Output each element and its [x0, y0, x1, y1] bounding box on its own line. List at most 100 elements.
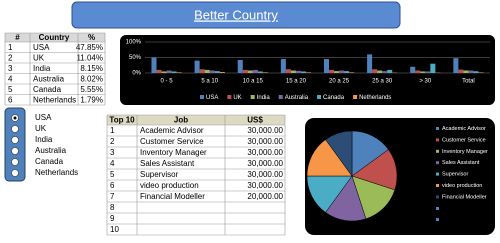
legend-label: Australia [285, 95, 309, 101]
bar [420, 71, 426, 73]
table-cell: 8.02% [80, 74, 103, 83]
radio-panel [4, 107, 26, 182]
table-cell: 4 [110, 159, 115, 168]
radio-button[interactable] [11, 169, 19, 177]
legend-marker [200, 95, 204, 99]
table-cell: 2 [110, 137, 115, 146]
legend-label: Supervisor [442, 172, 468, 178]
table-cell: 47.85% [76, 43, 103, 52]
title-banner [71, 1, 401, 29]
bar [247, 70, 253, 73]
table-cell: Customer Service [140, 137, 204, 146]
x-tick-label: 10 a 15 [243, 79, 264, 85]
radio-button[interactable] [11, 125, 19, 133]
table-cell: 6 [110, 181, 115, 190]
bar [194, 60, 200, 73]
table-cell: 20,000.00 [247, 192, 283, 201]
legend-label: Netherlands [359, 95, 391, 101]
x-tick-label: > 30 [419, 79, 432, 85]
table-cell: India [33, 64, 51, 73]
table-cell: 30,000.00 [247, 181, 283, 190]
radio-button[interactable] [11, 147, 19, 155]
legend-label: Sales Assistant [442, 160, 480, 166]
legend-label: video production [442, 183, 482, 189]
legend-marker [436, 138, 439, 142]
x-tick-label: 20 a 25 [329, 79, 350, 85]
table-cell: Netherlands [33, 95, 76, 104]
radio-button[interactable] [11, 136, 19, 144]
table-cell: Academic Advisor [140, 126, 204, 135]
bar [323, 59, 329, 73]
legend-marker [317, 95, 322, 99]
x-tick-label: 5 a 10 [201, 79, 218, 85]
bar [237, 59, 243, 73]
table-cell: 30,000.00 [247, 148, 283, 157]
legend-marker [436, 127, 439, 130]
legend-marker [436, 149, 439, 153]
table-cell: Inventory Manager [140, 148, 207, 157]
bar [219, 72, 225, 73]
radio-label: UK [35, 124, 47, 133]
bar [463, 70, 469, 73]
table-cell: 5 [8, 85, 13, 94]
x-tick-label: 25 a 30 [372, 79, 393, 85]
bar [372, 69, 378, 73]
bar [252, 69, 258, 73]
table-cell: 1.79% [80, 95, 103, 104]
table-header: US$ [247, 116, 263, 125]
legend-marker [353, 95, 358, 99]
bar [387, 69, 393, 73]
bar [242, 69, 248, 73]
radio-label: Australia [35, 146, 67, 155]
bar [166, 70, 172, 73]
x-tick-label: 0 - 5 [161, 79, 174, 85]
table-cell: 30,000.00 [247, 170, 283, 179]
legend-label: Canada [323, 95, 345, 101]
bar [339, 70, 345, 73]
table-cell: USA [33, 43, 50, 52]
table-cell: 7 [110, 192, 115, 201]
bar [478, 72, 484, 73]
table-cell: Canada [33, 85, 62, 94]
legend-marker [436, 207, 439, 210]
legend-marker [436, 161, 439, 165]
table-cell: 30,000.00 [247, 137, 283, 146]
radio-dot [13, 116, 17, 120]
radio-label: India [35, 135, 53, 144]
bar [415, 70, 421, 73]
legend-marker [278, 95, 283, 99]
bar [334, 71, 340, 73]
bar [171, 71, 177, 73]
legend-label: USA [206, 95, 218, 101]
bar [156, 69, 162, 73]
legend-marker [436, 218, 439, 221]
bar [290, 70, 296, 73]
table-cell: 9 [110, 214, 115, 223]
bar [468, 70, 474, 73]
legend-label: UK [233, 95, 241, 101]
bar [349, 72, 355, 73]
table-header-bg [5, 33, 105, 42]
table-cell: 6 [8, 95, 13, 104]
bar [382, 71, 388, 73]
bar [214, 71, 220, 73]
bar [176, 72, 182, 73]
table-header: Job [174, 116, 188, 125]
table-cell: Sales Assistant [140, 159, 195, 168]
radio-button[interactable] [11, 158, 19, 166]
bar [161, 71, 167, 73]
table-header-bg [107, 115, 285, 125]
table-cell: 1 [8, 43, 13, 52]
legend-marker [436, 184, 439, 187]
table-header: % [88, 33, 95, 42]
legend-marker [436, 172, 439, 176]
bar-chart-bg [120, 35, 495, 105]
table-cell: video production [140, 181, 199, 190]
table-cell: Australia [33, 74, 65, 83]
table-cell: 2 [8, 53, 13, 62]
y-tick-label: 100% [126, 40, 142, 46]
table-cell: UK [33, 53, 45, 62]
table-cell: 5.55% [80, 85, 103, 94]
bar [453, 58, 459, 73]
y-tick-label: 50% [129, 55, 142, 61]
